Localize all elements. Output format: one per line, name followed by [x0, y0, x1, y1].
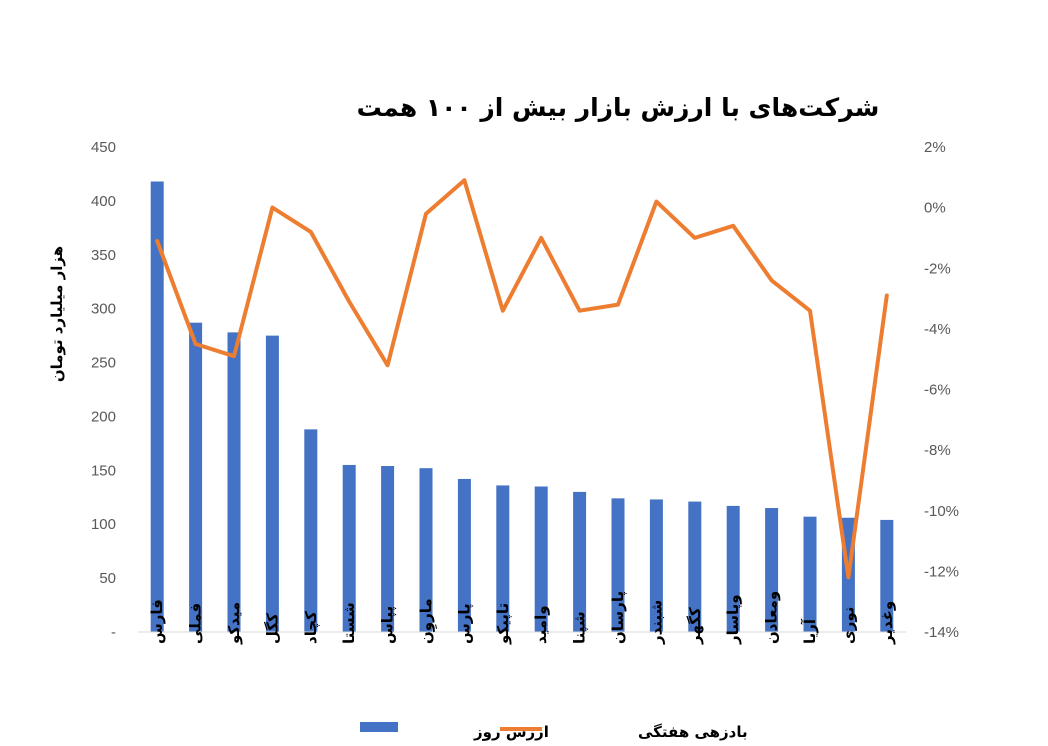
legend-label-line: بادزهی هفتگی [638, 723, 748, 741]
bar [611, 498, 625, 632]
category-label: کچاد [302, 611, 321, 644]
bar-series [150, 181, 894, 632]
left-tick-label: 300 [91, 301, 116, 318]
right-tick-label: -10% [924, 503, 959, 520]
left-tick-label: 50 [99, 570, 116, 587]
category-label: آریا [801, 618, 819, 644]
category-labels: فارس فملی میدکو کگل کچاد شستا پپاس ماروِن پارس تا… [148, 591, 896, 645]
bar [419, 468, 433, 632]
left-tick-label: 350 [91, 247, 116, 264]
bar [726, 505, 740, 632]
left-tick-label: 200 [91, 408, 116, 425]
bar [189, 322, 203, 632]
category-label: وامید [532, 605, 550, 644]
legend-label-bar: ارزش روز [473, 723, 549, 741]
bar [457, 478, 471, 632]
category-label: فارس [148, 599, 166, 644]
category-label: شستا [340, 602, 358, 644]
y-axis-label: هزار میلیارد تومان [48, 246, 66, 382]
category-label: ومعادن [763, 591, 781, 644]
left-tick-label: 250 [91, 355, 116, 372]
right-tick-label: -12% [924, 563, 959, 580]
right-tick-label: 0% [924, 200, 946, 217]
right-axis-ticks: -14% -12% -10% -8% -6% -4% -2% 0% 2% [924, 139, 959, 641]
category-label: فملی [187, 603, 205, 644]
legend-swatch-bar [360, 722, 398, 732]
line-series [155, 178, 889, 580]
bar [534, 486, 548, 632]
category-label: نوری [839, 607, 857, 644]
left-tick-label: 150 [91, 462, 116, 479]
category-label: ماروِن [417, 598, 438, 644]
category-label: شپنا [571, 611, 590, 644]
bar [496, 485, 510, 632]
bar [765, 508, 779, 632]
category-label: میدکو [225, 602, 243, 645]
bar [649, 499, 663, 632]
category-label: شبندر [647, 600, 665, 645]
category-label: پارسان [609, 591, 628, 644]
left-tick-label: - [111, 624, 116, 641]
right-tick-label: 2% [924, 139, 946, 156]
bar [573, 491, 587, 632]
bar [688, 501, 702, 632]
right-tick-label: -8% [924, 442, 951, 459]
legend: ارزش روز بادزهی هفتگی [360, 722, 748, 741]
chart-title: شرکت‌های با ارزش بازار بیش از ۱۰۰ همت [357, 93, 880, 123]
bar [304, 429, 318, 632]
bar [150, 181, 164, 632]
left-tick-label: 450 [91, 139, 116, 156]
line-path [155, 178, 889, 580]
bar [381, 466, 395, 632]
left-tick-label: 400 [91, 193, 116, 210]
category-label: کگل [263, 613, 281, 644]
category-label: تاپیکو [494, 603, 513, 645]
right-tick-label: -6% [924, 382, 951, 399]
category-label: وغدیر [878, 601, 896, 645]
category-label: کگهر [686, 607, 704, 645]
bar [803, 516, 817, 632]
right-tick-label: -2% [924, 260, 951, 277]
bar [342, 464, 356, 632]
right-tick-label: -14% [924, 624, 959, 641]
category-label: وپاسار [724, 594, 743, 645]
category-label: پپاس [379, 606, 398, 644]
left-tick-label: 100 [91, 516, 116, 533]
bar [227, 332, 241, 632]
bar [265, 335, 279, 632]
bar [880, 519, 894, 632]
right-tick-label: -4% [924, 321, 951, 338]
left-axis-ticks: - 50 100 150 200 250 300 350 400 450 [91, 139, 116, 641]
category-label: پارس [455, 603, 474, 644]
